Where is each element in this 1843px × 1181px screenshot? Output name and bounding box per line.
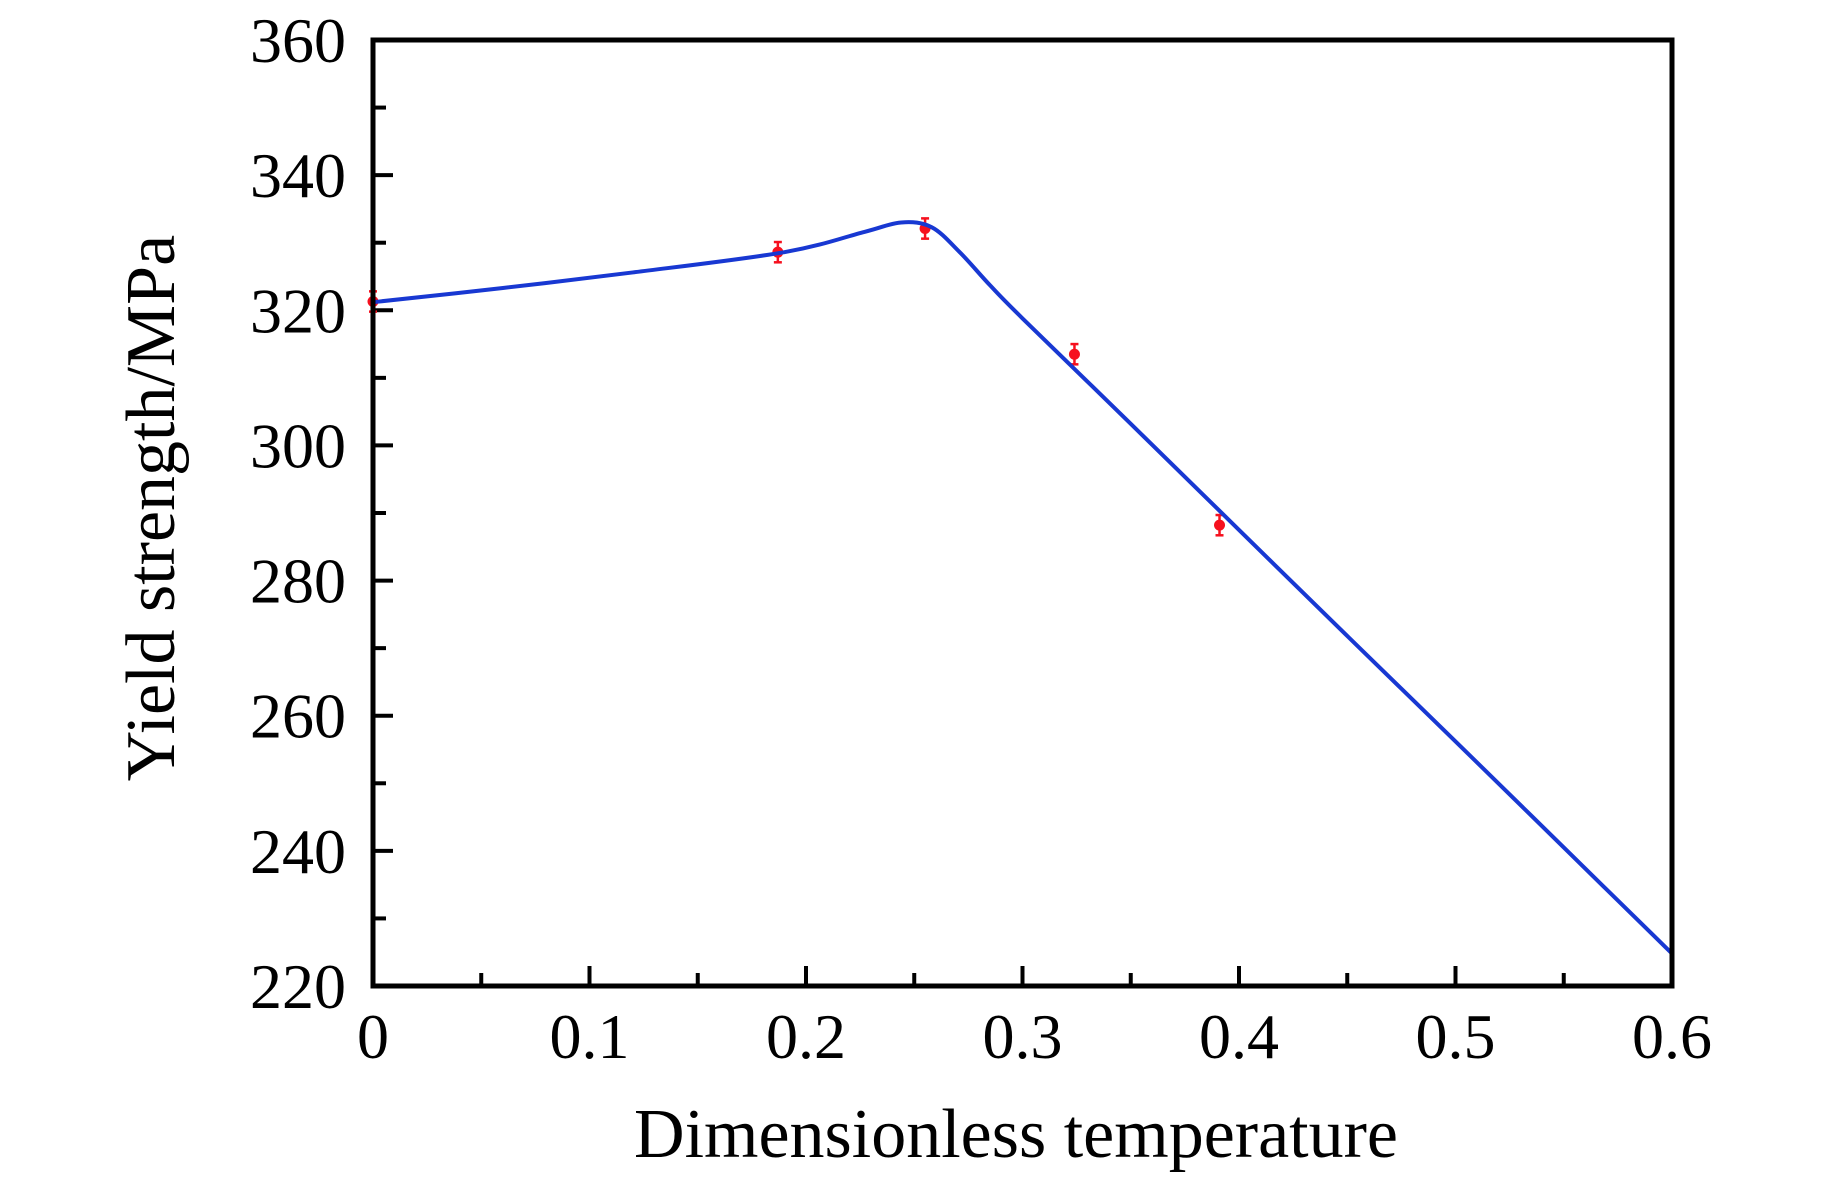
y-tick-label: 320 xyxy=(250,275,346,346)
x-axis-title: Dimensionless temperature xyxy=(634,1096,1398,1173)
axis-frame xyxy=(370,37,1675,989)
fitted-curve-line xyxy=(371,220,1674,956)
data-point-marker xyxy=(1214,519,1226,531)
x-tick-label: 0.4 xyxy=(1199,1001,1279,1072)
y-tick-label: 300 xyxy=(250,410,346,481)
y-axis-title: Yield strength/MPa xyxy=(113,234,190,782)
data-point-marker xyxy=(1068,348,1080,360)
x-tick-label: 0.3 xyxy=(983,1001,1063,1072)
x-tick-label: 0 xyxy=(357,1001,389,1072)
y-tick-label: 240 xyxy=(250,816,346,887)
x-tick-label: 0.6 xyxy=(1632,1001,1712,1072)
y-tick-label: 280 xyxy=(250,546,346,617)
y-tick-label: 260 xyxy=(250,681,346,752)
y-tick-label: 360 xyxy=(250,5,346,76)
y-tick-label: 340 xyxy=(250,140,346,211)
x-tick-label: 0.2 xyxy=(766,1001,846,1072)
x-tick-label: 0.5 xyxy=(1416,1001,1496,1072)
y-tick-label: 220 xyxy=(250,951,346,1022)
x-tick-label: 0.1 xyxy=(550,1001,630,1072)
